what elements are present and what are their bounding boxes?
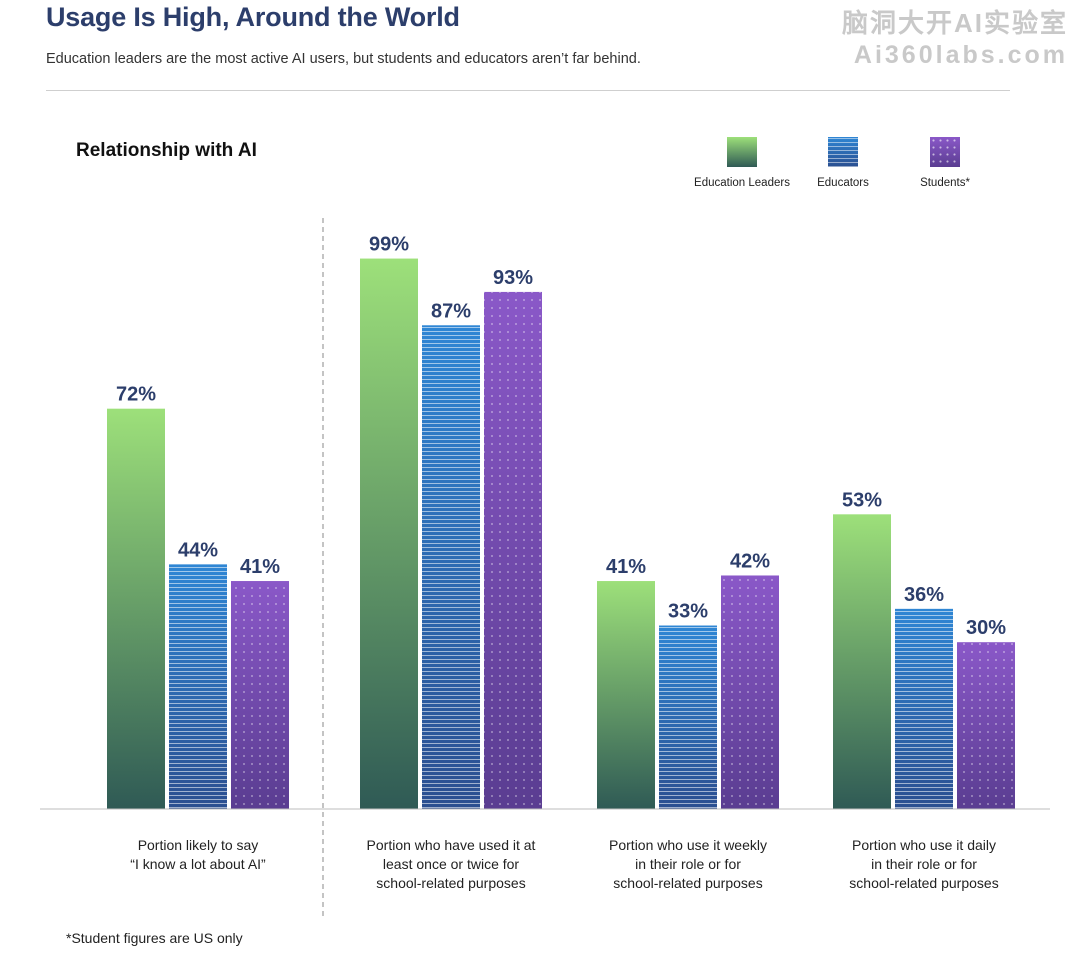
data-label-education-leaders-cat-3: 41% xyxy=(606,556,646,578)
bar-education-leaders-cat-2 xyxy=(360,258,418,809)
page-subtitle: Education leaders are the most active AI… xyxy=(46,51,641,67)
data-label-educators-cat-2: 87% xyxy=(431,300,471,322)
bar-education-leaders-cat-1 xyxy=(107,408,165,809)
watermark: 脑洞大开AI实验室 Ai360labs.com xyxy=(842,8,1068,70)
title-divider xyxy=(46,90,1010,91)
bar-educators-cat-3-texture xyxy=(659,625,717,809)
bar-education-leaders-cat-4 xyxy=(833,514,891,809)
data-label-educators-cat-1: 44% xyxy=(178,539,218,561)
bars-layer xyxy=(107,258,1015,809)
category-label-2: Portion who have used it at least once or… xyxy=(367,837,536,891)
watermark-line-2: Ai360labs.com xyxy=(853,40,1068,69)
bar-students-cat-4-texture xyxy=(957,642,1015,809)
category-label-3: Portion who use it weekly in their role o… xyxy=(609,837,767,891)
chart-title: Relationship with AI xyxy=(76,140,257,161)
data-label-students-cat-4: 30% xyxy=(966,617,1006,639)
bar-chart: 72% 44% 41% Portion likely to say “I know a … xyxy=(40,218,1050,918)
category-label-4: Portion who use it daily in their role or… xyxy=(849,837,998,891)
watermark-line-1: 脑洞大开AI实验室 xyxy=(841,8,1068,38)
data-label-education-leaders-cat-4: 53% xyxy=(842,489,882,511)
bar-students-cat-3-texture xyxy=(721,575,779,809)
data-label-students-cat-1: 41% xyxy=(240,556,280,578)
category-label-1: Portion likely to say “I know a lot about… xyxy=(130,837,266,872)
data-label-educators-cat-4: 36% xyxy=(904,584,944,606)
page-title: Usage Is High, Around the World xyxy=(46,2,460,32)
bar-students-cat-2-texture xyxy=(484,291,542,809)
labels-layer: 72% 44% 41% Portion likely to say “I know a … xyxy=(116,234,1006,891)
data-label-educators-cat-3: 33% xyxy=(668,601,708,623)
bar-educators-cat-2-texture xyxy=(422,325,480,809)
bar-educators-cat-4-texture xyxy=(895,608,953,809)
data-label-education-leaders-cat-2: 99% xyxy=(369,234,409,256)
bar-students-cat-1-texture xyxy=(231,581,289,809)
bar-educators-cat-1-texture xyxy=(169,564,227,809)
bar-education-leaders-cat-3 xyxy=(597,581,655,809)
footnote: *Student figures are US only xyxy=(66,930,243,946)
data-label-education-leaders-cat-1: 72% xyxy=(116,384,156,406)
data-label-students-cat-3: 42% xyxy=(730,550,770,572)
data-label-students-cat-2: 93% xyxy=(493,267,533,289)
